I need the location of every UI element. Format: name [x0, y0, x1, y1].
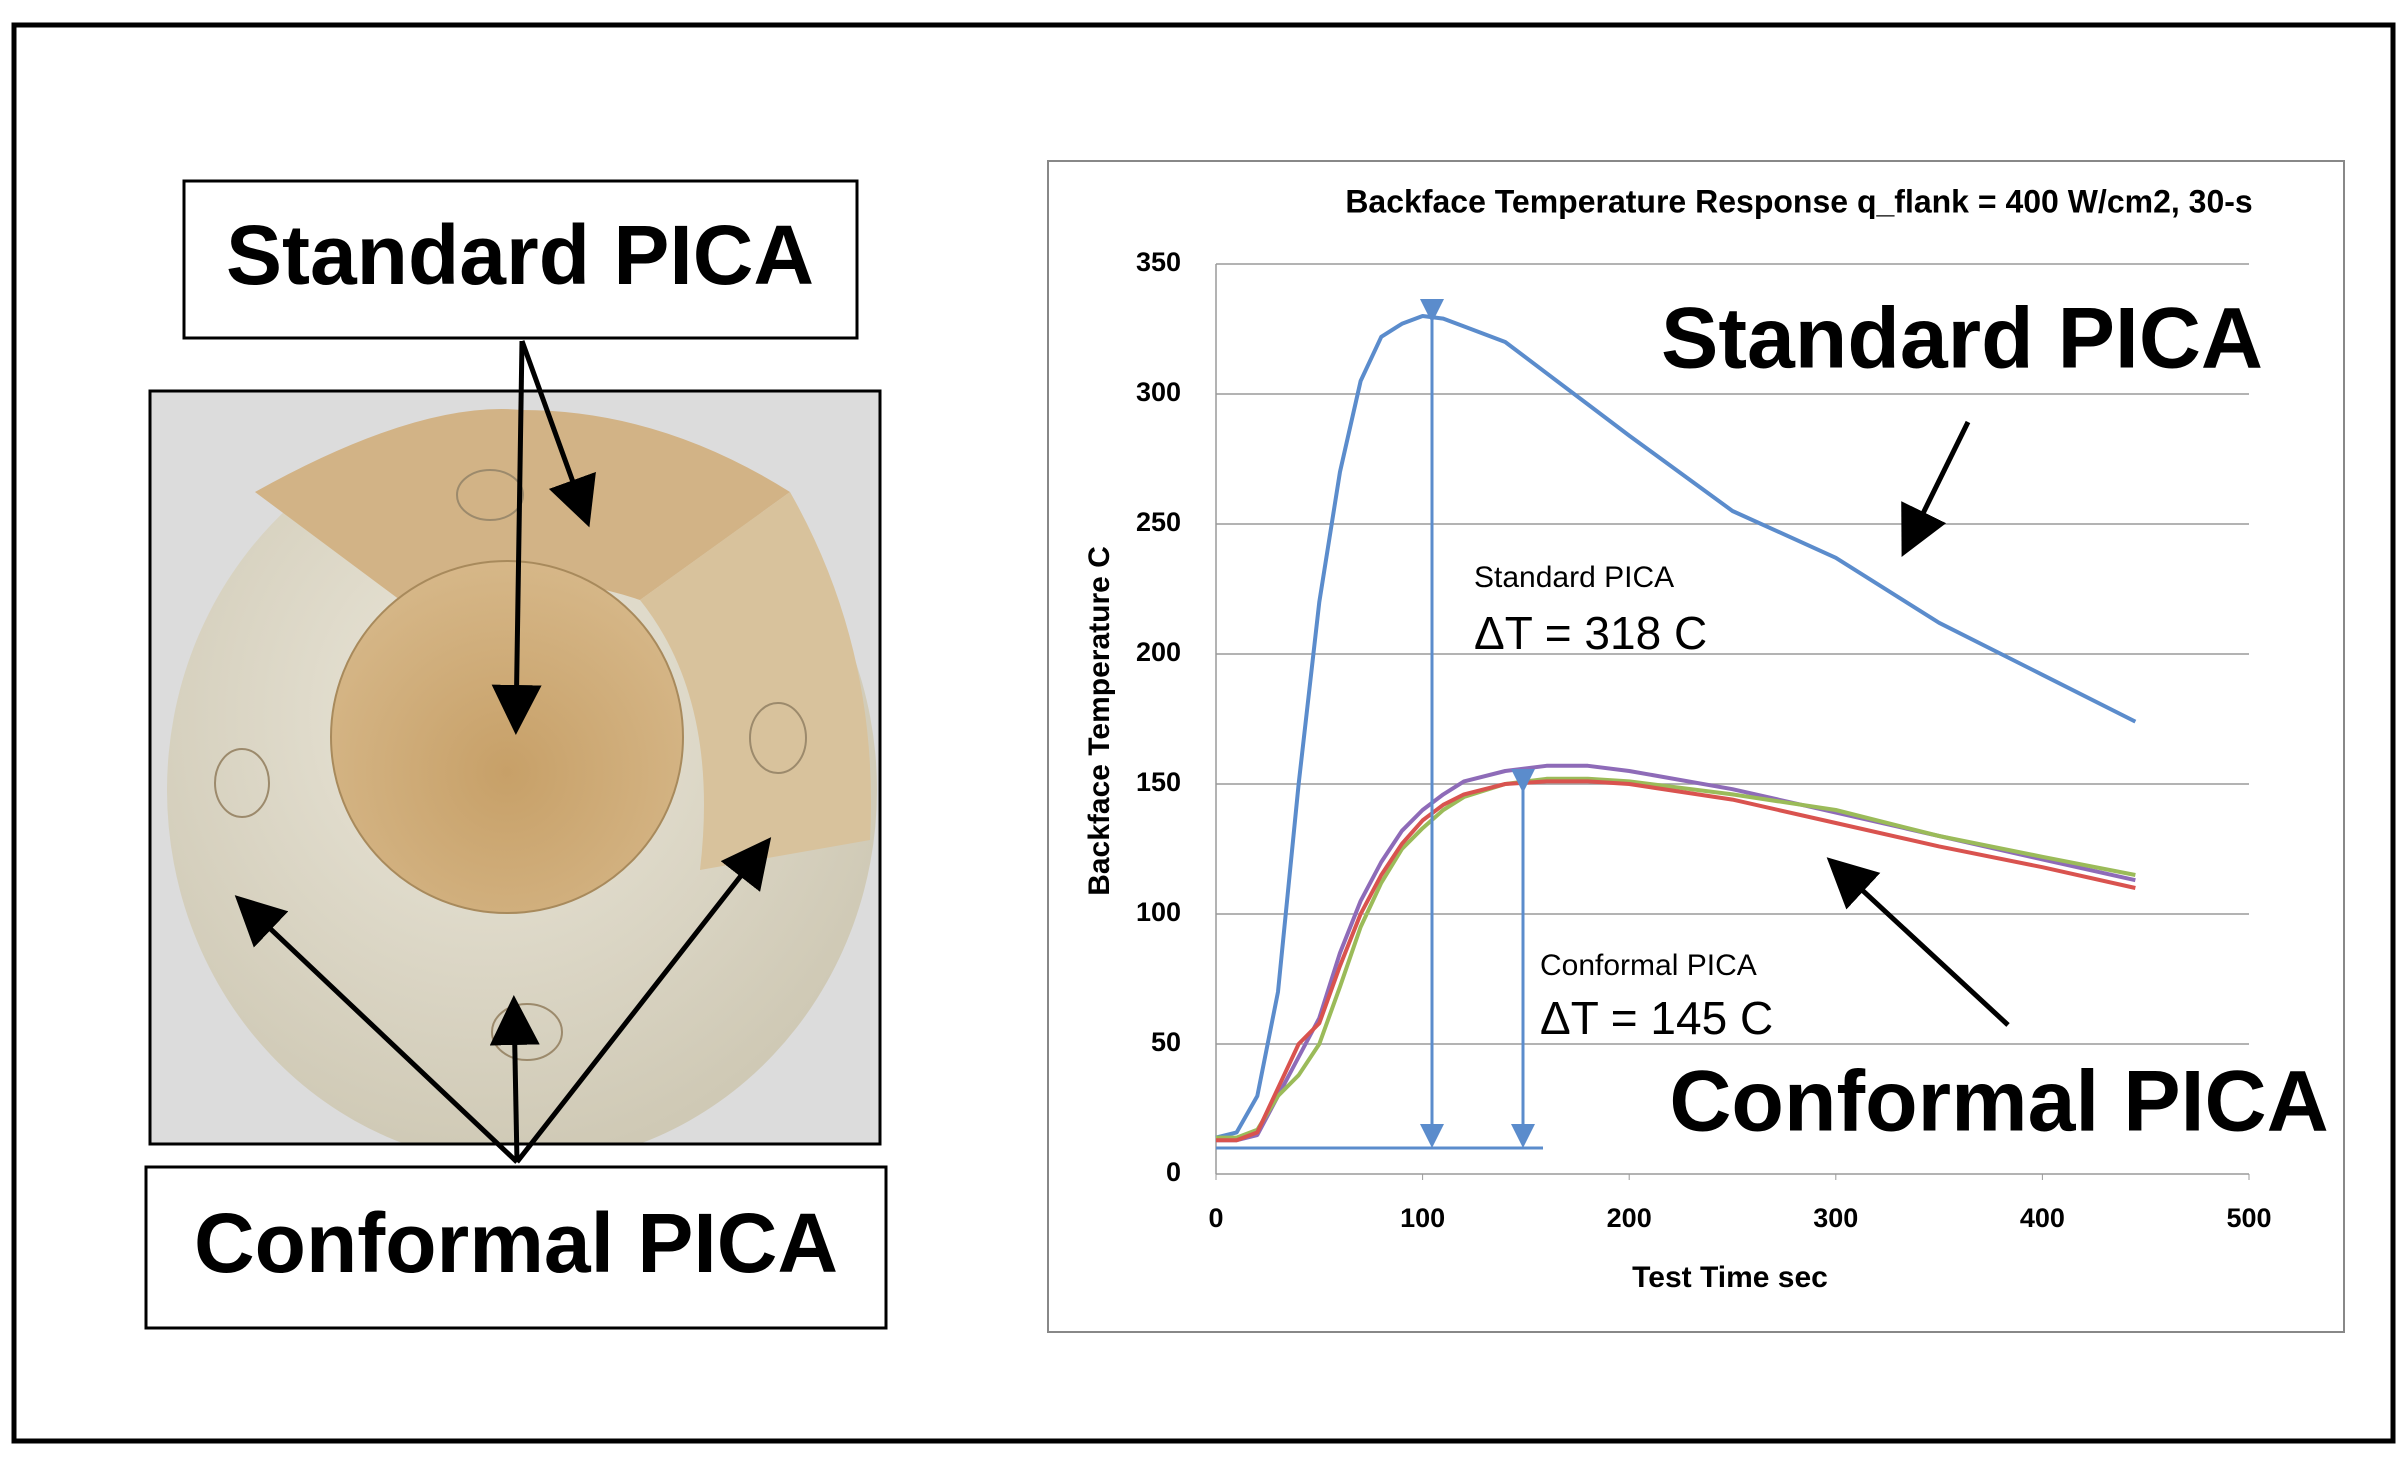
- figure: Standard PICA Conformal PICA Backface Te…: [0, 0, 2407, 1453]
- x-tick-label: 500: [2226, 1203, 2271, 1233]
- annotation: Standard PICA: [1661, 291, 2263, 387]
- y-tick-label: 200: [1136, 637, 1181, 667]
- x-tick-label: 200: [1607, 1203, 1652, 1233]
- y-tick-label: 100: [1136, 897, 1181, 927]
- photo-label: Standard PICA: [226, 208, 814, 302]
- x-tick-label: 0: [1208, 1203, 1223, 1233]
- annotation: ΔT = 145 C: [1540, 992, 1773, 1044]
- y-tick-label: 50: [1151, 1027, 1181, 1057]
- annotation: Conformal PICA: [1669, 1054, 2328, 1150]
- x-tick-label: 300: [1813, 1203, 1858, 1233]
- x-tick-label: 100: [1400, 1203, 1445, 1233]
- annotation: Standard PICA: [1474, 561, 1674, 594]
- y-axis-label: Backface Temperature C: [1083, 546, 1116, 896]
- y-tick-label: 0: [1166, 1157, 1181, 1187]
- x-axis-label: Test Time sec: [1632, 1261, 1828, 1294]
- y-tick-label: 350: [1136, 247, 1181, 277]
- annotation: ΔT = 318 C: [1474, 607, 1707, 659]
- chart-title: Backface Temperature Response q_flank = …: [1345, 183, 2252, 219]
- y-tick-label: 300: [1136, 377, 1181, 407]
- annotation: Conformal PICA: [1540, 949, 1757, 982]
- y-tick-label: 150: [1136, 767, 1181, 797]
- photo-label: Conformal PICA: [194, 1196, 838, 1290]
- x-tick-label: 400: [2020, 1203, 2065, 1233]
- y-tick-label: 250: [1136, 507, 1181, 537]
